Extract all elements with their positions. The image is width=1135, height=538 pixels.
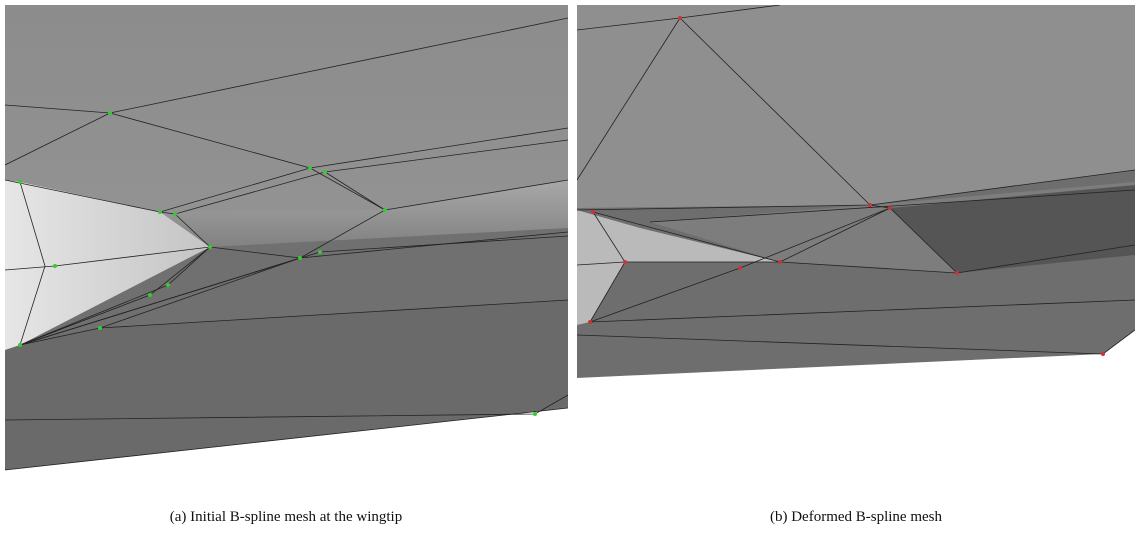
panel-b-render <box>577 5 1135 385</box>
panel-a-render <box>5 5 568 475</box>
caption-a: (a) Initial B-spline mesh at the wingtip <box>170 509 402 525</box>
figure: (a) Initial B-spline mesh at the wingtip… <box>0 0 1135 538</box>
page: (a) Initial B-spline mesh at the wingtip… <box>0 0 1135 538</box>
caption-b: (b) Deformed B-spline mesh <box>770 509 943 525</box>
